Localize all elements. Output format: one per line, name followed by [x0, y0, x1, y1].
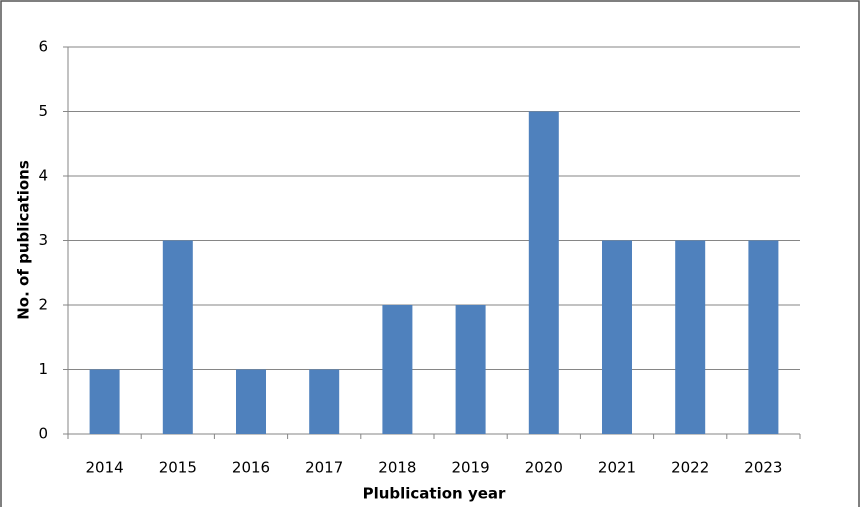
bar: [89, 369, 120, 434]
bar: [748, 240, 779, 434]
bar: [675, 240, 706, 434]
bar: [528, 111, 559, 434]
y-tick-label: 2: [38, 296, 48, 314]
y-tick-label: 3: [38, 231, 48, 249]
bar: [455, 305, 486, 434]
bar: [309, 369, 340, 434]
y-tick-label: 5: [38, 102, 48, 120]
x-tick-label: 2021: [598, 459, 636, 477]
x-tick-label: 2015: [159, 459, 197, 477]
x-tick-label: 2018: [378, 459, 416, 477]
x-tick-label: 2022: [671, 459, 709, 477]
x-tick-label: 2020: [525, 459, 563, 477]
x-axis-title: Plublication year: [363, 485, 506, 503]
x-tick-label: 2016: [232, 459, 270, 477]
x-tick-label: 2017: [305, 459, 343, 477]
bar: [162, 240, 193, 434]
x-tick-label: 2023: [744, 459, 782, 477]
y-tick-label: 1: [38, 360, 48, 378]
y-tick-label: 6: [38, 38, 48, 56]
x-tick-label: 2014: [86, 459, 124, 477]
bar: [382, 305, 413, 434]
bar: [602, 240, 632, 434]
y-tick-label: 0: [38, 425, 48, 443]
bar: [236, 369, 266, 434]
y-tick-label: 4: [38, 167, 48, 185]
x-tick-label: 2019: [452, 459, 490, 477]
y-axis-title: No. of publications: [15, 160, 33, 320]
